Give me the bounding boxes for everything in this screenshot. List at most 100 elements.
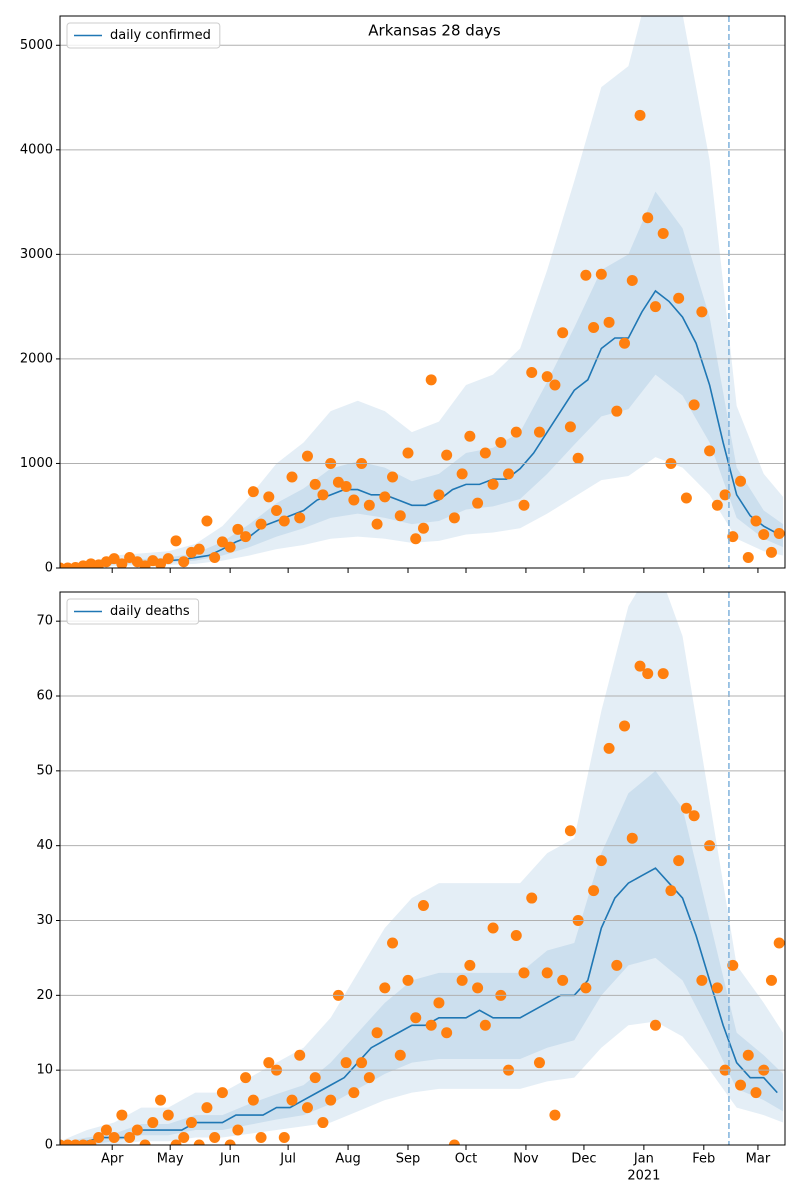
data-point <box>363 1072 375 1084</box>
data-point <box>224 541 236 553</box>
data-point <box>657 227 669 239</box>
x-tick-label: Mar <box>746 1152 771 1167</box>
data-point <box>387 937 399 949</box>
data-point <box>294 1049 306 1061</box>
data-point <box>263 1057 275 1069</box>
data-point <box>301 1102 313 1114</box>
data-point <box>711 499 723 511</box>
data-point <box>108 553 120 565</box>
data-point <box>572 452 584 464</box>
x-tick-label: Jan <box>633 1152 654 1167</box>
x-tick-label: Jun <box>219 1152 240 1167</box>
y-tick-label: 0 <box>45 561 53 576</box>
data-point <box>363 499 375 511</box>
data-point <box>680 802 692 814</box>
y-tick-label: 1000 <box>20 456 53 471</box>
data-point <box>688 810 700 822</box>
data-point <box>216 1087 228 1099</box>
data-point <box>255 1132 267 1144</box>
data-point <box>309 478 321 490</box>
data-point <box>495 437 507 449</box>
data-point <box>100 1124 112 1136</box>
legend-label: daily deaths <box>110 604 190 619</box>
x-tick-label: Aug <box>335 1152 360 1167</box>
data-point <box>448 1139 460 1145</box>
data-point <box>294 512 306 524</box>
data-point <box>340 480 352 492</box>
data-point <box>456 974 468 986</box>
data-point <box>209 552 221 564</box>
data-point <box>642 212 654 224</box>
data-point <box>580 982 592 994</box>
data-point <box>549 379 561 391</box>
x-tick-label: Dec <box>571 1152 596 1167</box>
confidence-band <box>60 16 784 568</box>
data-point <box>634 109 646 121</box>
data-point <box>742 552 754 564</box>
data-point <box>773 937 785 949</box>
x-year-label: 2021 <box>627 1169 660 1184</box>
data-point <box>580 269 592 281</box>
y-tick-label: 70 <box>36 614 53 629</box>
data-point <box>765 546 777 558</box>
data-point <box>301 450 313 462</box>
y-tick-label: 60 <box>36 689 53 704</box>
data-point <box>116 558 128 568</box>
data-point <box>147 1117 159 1129</box>
y-tick-label: 50 <box>36 763 53 778</box>
data-point <box>278 1132 290 1144</box>
y-tick-label: 30 <box>36 913 53 928</box>
data-point <box>518 499 530 511</box>
x-tick-label: Feb <box>692 1152 715 1167</box>
data-point <box>680 492 692 504</box>
data-point <box>487 478 499 490</box>
data-point <box>727 531 739 543</box>
data-point <box>178 556 190 568</box>
data-point <box>735 1079 747 1091</box>
data-point <box>503 468 515 480</box>
data-point <box>649 1019 661 1031</box>
data-point <box>247 486 259 498</box>
data-point <box>441 449 453 461</box>
data-point <box>588 885 600 897</box>
data-point <box>464 959 476 971</box>
data-point <box>185 1117 197 1129</box>
data-point <box>425 1019 437 1031</box>
data-point <box>611 405 623 417</box>
data-point <box>348 494 360 506</box>
legend: daily deaths <box>66 598 200 625</box>
data-point <box>595 855 607 867</box>
plot-area <box>60 16 785 568</box>
y-tick-label: 0 <box>45 1138 53 1153</box>
data-point <box>410 1012 422 1024</box>
legend-box <box>66 22 221 49</box>
data-point <box>325 1094 337 1106</box>
data-point <box>742 1049 754 1061</box>
data-point <box>526 367 538 378</box>
confidence-band <box>60 592 784 1145</box>
x-tick-label: Apr <box>101 1152 124 1167</box>
data-point <box>247 1094 259 1106</box>
data-point <box>201 515 213 527</box>
data-point <box>394 510 406 522</box>
data-point <box>487 922 499 934</box>
data-point <box>271 505 283 516</box>
confidence-band <box>60 191 784 568</box>
y-tick-label: 40 <box>36 838 53 853</box>
data-point <box>588 322 600 334</box>
data-point <box>533 426 545 438</box>
data-point <box>750 1087 762 1099</box>
data-point <box>626 832 638 844</box>
data-point <box>379 491 391 503</box>
data-point <box>286 1094 298 1106</box>
x-tick-label: Jul <box>279 1152 296 1167</box>
data-point <box>402 974 414 986</box>
data-point <box>317 489 329 501</box>
data-point <box>116 1109 128 1121</box>
data-point <box>139 1139 151 1145</box>
y-tick-label: 5000 <box>20 38 53 53</box>
data-point <box>201 1102 213 1114</box>
data-point <box>85 1139 97 1145</box>
data-point <box>557 974 569 986</box>
